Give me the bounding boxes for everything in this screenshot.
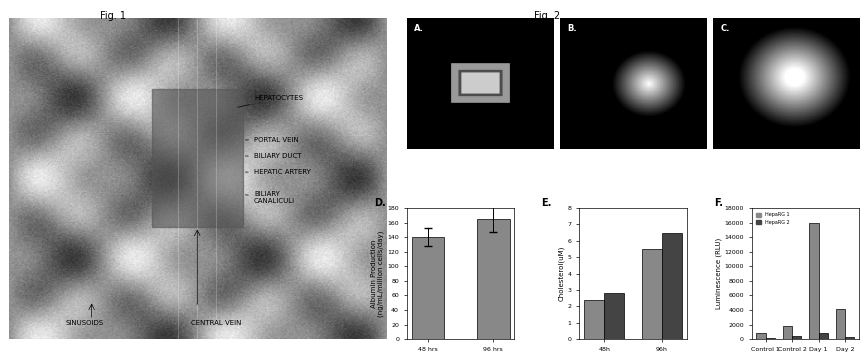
Bar [584, 300, 604, 339]
Bar [792, 336, 801, 339]
Bar [604, 293, 624, 339]
Bar [845, 337, 854, 339]
Text: A.: A. [414, 24, 424, 34]
Bar [641, 249, 661, 339]
Bar [766, 338, 775, 339]
Polygon shape [152, 89, 242, 227]
Text: PORTAL VEIN: PORTAL VEIN [246, 137, 299, 143]
Text: HEPATIC ARTERY: HEPATIC ARTERY [246, 169, 311, 175]
Text: Fig. 2: Fig. 2 [534, 11, 560, 21]
Text: SINUSOIDS: SINUSOIDS [65, 320, 103, 326]
Y-axis label: Cholesterol(uM): Cholesterol(uM) [558, 246, 565, 301]
Text: CENTRAL VEIN: CENTRAL VEIN [191, 320, 241, 326]
Bar [783, 326, 792, 339]
Y-axis label: Albumin Production
(ng/mL/million cells/day): Albumin Production (ng/mL/million cells/… [371, 230, 385, 317]
Text: Fig. 1: Fig. 1 [100, 11, 126, 21]
Text: B.: B. [568, 24, 577, 34]
Text: C.: C. [720, 24, 730, 34]
Text: HEPATOCYTES: HEPATOCYTES [238, 95, 303, 107]
Bar [809, 222, 819, 339]
Bar [411, 237, 444, 339]
Text: F.: F. [713, 197, 723, 207]
Text: BILIARY
CANALICULI: BILIARY CANALICULI [246, 191, 295, 204]
Bar [477, 219, 510, 339]
Bar [819, 333, 828, 339]
Bar [836, 308, 845, 339]
Y-axis label: Luminescence (RLU): Luminescence (RLU) [715, 238, 721, 309]
Text: BILIARY DUCT: BILIARY DUCT [246, 153, 301, 159]
Legend: HepaRG 1, HepaRG 2: HepaRG 1, HepaRG 2 [754, 210, 792, 227]
Bar [756, 333, 766, 339]
Text: D.: D. [374, 197, 386, 207]
Bar [661, 233, 682, 339]
Text: E.: E. [542, 197, 552, 207]
